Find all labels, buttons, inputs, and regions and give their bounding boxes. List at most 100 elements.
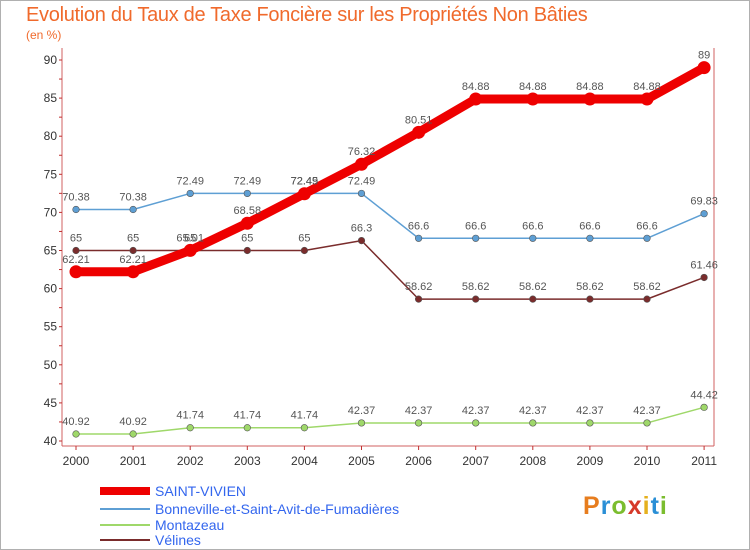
data-point	[243, 424, 251, 432]
data-point	[586, 295, 594, 303]
y-tick-label: 80	[44, 129, 58, 143]
x-tick-label: 2007	[462, 454, 489, 468]
data-point	[469, 92, 483, 106]
data-point	[472, 234, 480, 242]
data-point	[357, 236, 366, 245]
x-tick-label: 2003	[234, 454, 261, 468]
data-label: 62.21	[62, 254, 90, 266]
data-label: 66.6	[408, 220, 429, 232]
data-point	[355, 157, 368, 171]
data-point	[529, 234, 537, 242]
legend-label: SAINT-VIVIEN	[155, 483, 246, 499]
data-point	[472, 419, 480, 427]
chart-title: Evolution du Taux de Taxe Foncière sur l…	[26, 4, 588, 26]
data-label: 66.6	[636, 220, 657, 232]
x-tick-label: 2002	[177, 454, 204, 468]
data-point	[72, 430, 80, 438]
series-lines	[69, 61, 711, 438]
data-point	[700, 403, 708, 411]
data-labels: 62.21 62.21 65.01 68.58 72.45 76.32 80.51 84.88…	[62, 50, 718, 428]
y-tick-label: 75	[44, 167, 58, 181]
data-point	[243, 189, 251, 198]
data-point	[300, 424, 309, 432]
legend: SAINT-VIVIEN Bonneville-et-Saint-Avit-de-…	[100, 483, 399, 548]
data-label: 84.88	[576, 81, 604, 93]
x-tick-label: 2009	[577, 454, 604, 468]
data-label: 72.45	[291, 176, 319, 188]
proxiti-logo: Proxiti	[583, 492, 668, 520]
data-label: 41.74	[291, 410, 319, 422]
data-point	[72, 205, 80, 214]
data-label: 65	[241, 233, 253, 245]
x-tick-label: 2008	[519, 454, 546, 468]
data-point	[243, 246, 251, 255]
data-point	[643, 234, 651, 242]
y-tick-label: 90	[44, 53, 58, 67]
data-label: 66.3	[351, 223, 372, 235]
data-point	[412, 125, 426, 139]
data-point	[529, 295, 537, 303]
data-label: 61.46	[690, 259, 718, 271]
data-label: 42.37	[348, 405, 376, 417]
data-label: 66.6	[522, 220, 543, 232]
x-tick-label: 2005	[348, 454, 375, 468]
data-label: 80.51	[405, 114, 433, 126]
data-label: 70.38	[119, 192, 147, 204]
data-label: 42.37	[519, 405, 547, 417]
data-point	[700, 210, 708, 218]
data-point	[697, 61, 711, 75]
x-tick-label: 2000	[63, 454, 90, 468]
data-label: 65	[184, 233, 196, 245]
legend-label: Bonneville-et-Saint-Avit-de-Fumadières	[155, 501, 399, 517]
data-point	[583, 92, 597, 106]
data-label: 72.49	[234, 175, 262, 187]
data-label: 58.62	[405, 281, 433, 293]
data-point	[72, 246, 80, 255]
data-point	[643, 419, 651, 427]
data-point	[700, 273, 708, 282]
data-label: 44.42	[690, 389, 718, 401]
data-label: 66.6	[579, 220, 600, 232]
data-label: 42.37	[462, 405, 490, 417]
data-point	[300, 246, 309, 255]
y-tick-label: 50	[44, 358, 58, 372]
data-label: 62.21	[119, 254, 147, 266]
data-label: 58.62	[633, 281, 661, 293]
data-point	[529, 419, 537, 427]
data-point	[69, 265, 83, 279]
data-point	[586, 234, 594, 242]
data-point	[183, 243, 197, 257]
data-label: 41.74	[176, 410, 204, 422]
data-point	[415, 295, 423, 303]
y-tick-label: 85	[44, 91, 58, 105]
data-point	[186, 424, 194, 432]
data-point	[472, 295, 480, 303]
data-label: 89	[698, 50, 710, 62]
data-label: 66.6	[465, 220, 486, 232]
data-point	[129, 430, 137, 438]
x-tick-label: 2004	[291, 454, 318, 468]
data-label: 65	[298, 233, 310, 245]
y-tick-label: 70	[44, 205, 58, 219]
series-line	[75, 406, 705, 435]
data-label: 72.49	[348, 175, 376, 187]
series-line	[75, 239, 705, 300]
data-point	[586, 419, 594, 427]
data-point	[240, 216, 254, 230]
data-label: 42.37	[633, 405, 661, 417]
data-label: 42.37	[576, 405, 604, 417]
x-tick-label: 2010	[634, 454, 661, 468]
data-label: 68.58	[234, 205, 262, 217]
legend-label: Montazeau	[155, 517, 224, 533]
data-point	[415, 234, 423, 242]
series-line	[71, 63, 709, 277]
series-line	[75, 192, 705, 240]
data-label: 40.92	[62, 416, 90, 428]
data-label: 42.37	[405, 405, 433, 417]
data-point	[357, 189, 366, 198]
data-point	[526, 92, 540, 106]
data-point	[415, 419, 423, 427]
data-label: 70.38	[62, 192, 90, 204]
y-tick-label: 65	[44, 244, 58, 258]
